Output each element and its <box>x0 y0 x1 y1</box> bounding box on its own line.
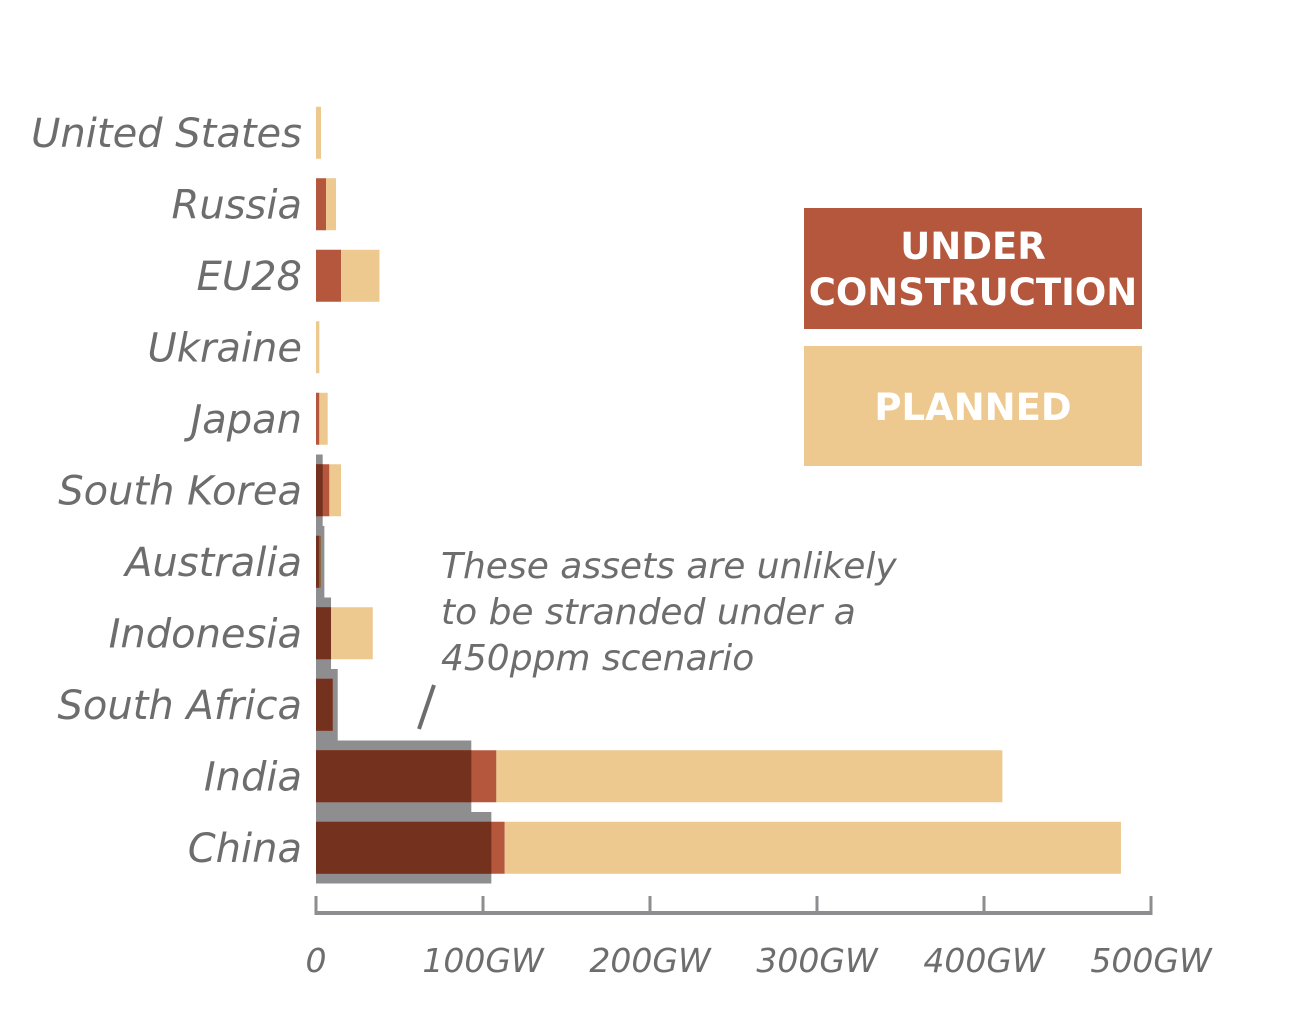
bar-overlap-australia <box>316 535 320 588</box>
x-axis: 0 100GW 200GW 300GW 400GW 500GW <box>306 896 1213 980</box>
legend-planned-label: PLANNED <box>874 386 1071 429</box>
bar-planned-south-korea <box>329 464 342 517</box>
bar-overlap-south-korea <box>316 464 323 517</box>
country-label-south-korea: South Korea <box>58 468 302 514</box>
bar-overlap-indonesia <box>316 607 332 660</box>
country-label-south-africa: South Africa <box>58 683 302 729</box>
country-label-ukraine: Ukraine <box>148 325 302 371</box>
x-tick-label: 100GW <box>422 941 545 980</box>
bar-overlap-india <box>316 750 472 803</box>
annotation-line-3: 450ppm scenario <box>441 638 754 679</box>
annotation-pointer <box>417 684 436 730</box>
annotation-line-1: These assets are unlikely <box>441 546 897 587</box>
x-tick-label: 400GW <box>923 941 1046 980</box>
bar-overlap-planned-australia <box>319 535 322 588</box>
country-label-australia: Australia <box>122 540 302 586</box>
bar-overlap-china <box>316 821 492 874</box>
annotation-line-2: to be stranded under a <box>441 592 856 633</box>
bar-planned-united-states <box>316 106 322 159</box>
legend-under-construction-swatch <box>804 208 1142 329</box>
bar-overlap-south-africa <box>316 678 333 731</box>
country-labels: United States Russia EU28 Ukraine Japan South… <box>31 111 302 872</box>
bar-under-construction-russia <box>316 178 327 231</box>
bar-planned-india <box>496 750 1003 803</box>
country-label-japan: Japan <box>183 397 302 443</box>
country-label-united-states: United States <box>31 111 302 157</box>
bar-planned-japan <box>319 392 328 445</box>
bar-planned-russia <box>326 178 337 231</box>
legend: UNDER CONSTRUCTION PLANNED <box>804 208 1142 466</box>
x-tick-label: 300GW <box>756 941 879 980</box>
country-label-eu28: EU28 <box>197 254 302 300</box>
country-label-china: China <box>188 826 302 872</box>
bar-under-construction-japan <box>316 392 320 445</box>
unlikely-stranded-area <box>316 97 492 884</box>
bars-layer <box>316 97 1121 884</box>
legend-under-construction-line-2: CONSTRUCTION <box>809 271 1138 314</box>
country-label-russia: Russia <box>172 182 302 228</box>
x-tick-label: 0 <box>306 941 327 980</box>
annotation: These assets are unlikely to be stranded… <box>417 546 897 730</box>
bar-under-construction-eu28 <box>316 249 342 302</box>
x-tick-label: 500GW <box>1090 941 1213 980</box>
bar-planned-eu28 <box>341 249 380 302</box>
bar-planned-indonesia <box>331 607 373 660</box>
bar-planned-ukraine <box>316 321 320 374</box>
country-label-indonesia: Indonesia <box>109 611 302 657</box>
country-label-india: India <box>204 754 302 800</box>
x-tick-label: 200GW <box>589 941 712 980</box>
bar-planned-china <box>504 821 1121 874</box>
legend-planned-swatch <box>804 346 1142 466</box>
legend-under-construction-line-1: UNDER <box>900 225 1046 268</box>
